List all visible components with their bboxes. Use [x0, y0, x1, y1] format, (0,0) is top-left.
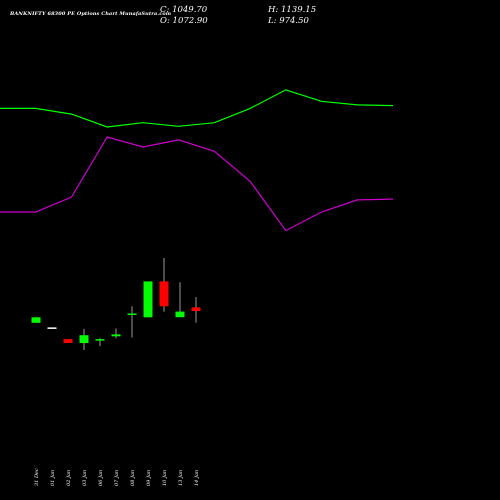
- x-tick-label: 10 Jan: [162, 470, 168, 486]
- candle-body: [127, 313, 137, 315]
- candle-13-jan: [175, 282, 185, 318]
- x-tick-label: 14 Jan: [194, 470, 200, 486]
- chart-title: BANKNIFTY 68300 PE Options Chart MunafaS…: [10, 11, 172, 17]
- x-tick-label: 02 Jan: [66, 470, 72, 486]
- x-tick-label: 07 Jan: [114, 470, 120, 486]
- x-tick-label: 01 Jan: [50, 470, 56, 486]
- candle-body: [143, 281, 153, 318]
- x-tick-label: 03 Jan: [82, 470, 88, 486]
- high-value: H: 1139.15: [268, 5, 317, 15]
- candle-body: [175, 311, 185, 318]
- x-tick-label: 13 Jan: [178, 470, 184, 486]
- candle-body: [31, 317, 41, 323]
- candle-body: [79, 335, 89, 343]
- candle-body: [63, 339, 73, 343]
- x-tick-label: 08 Jan: [130, 470, 136, 486]
- candle-09-jan: [143, 281, 153, 318]
- magenta-indicator-line: [0, 136, 394, 232]
- candle-body: [111, 334, 121, 337]
- candle-08-jan: [127, 306, 137, 338]
- indicator-lines: [0, 89, 394, 232]
- candle-07-jan: [111, 328, 121, 339]
- x-tick-label: 06 Jan: [98, 470, 104, 486]
- x-axis-labels: 31 Dec 01 Jan 02 Jan 03 Jan 06 Jan 07 Jan 08 J…: [34, 468, 200, 486]
- x-tick-label: 31 Dec: [34, 468, 40, 486]
- candle-01-jan: [47, 327, 57, 329]
- candlesticks: [31, 258, 201, 350]
- candle-body: [159, 281, 169, 307]
- candle-body: [47, 327, 57, 329]
- candle-02-jan: [63, 339, 73, 343]
- candle-body: [95, 339, 105, 341]
- low-value: L: 974.50: [268, 16, 309, 26]
- green-indicator-line: [0, 89, 394, 128]
- open-value: O: 1072.90: [160, 16, 208, 26]
- candle-10-jan: [159, 258, 169, 312]
- candle-06-jan: [95, 338, 105, 347]
- close-value: C: 1049.70: [160, 5, 208, 15]
- candle-14-jan: [191, 297, 201, 323]
- candle-03-jan: [79, 328, 89, 350]
- candle-body: [191, 307, 201, 311]
- x-tick-label: 09 Jan: [146, 470, 152, 486]
- candle-31-dec: [31, 316, 41, 323]
